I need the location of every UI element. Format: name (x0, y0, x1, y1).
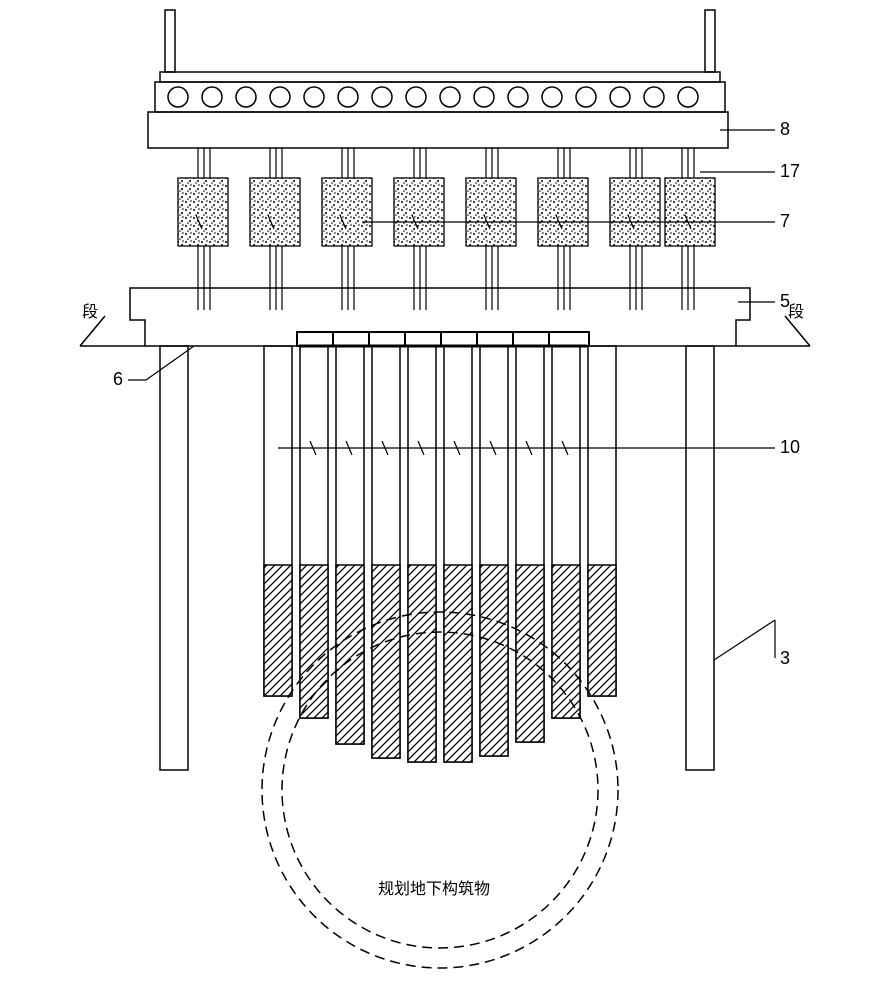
outer-piles (160, 346, 714, 770)
label-17: 17 (780, 161, 800, 182)
cap-beam (160, 72, 720, 82)
deck-beam (148, 112, 728, 148)
diagram-svg (0, 0, 890, 1000)
label-8: 8 (780, 119, 790, 140)
circle-row (155, 82, 725, 112)
label-6: 6 (113, 369, 123, 390)
bearing-platform (130, 288, 750, 346)
label-3: 3 (780, 648, 790, 669)
label-10: 10 (780, 437, 800, 458)
ground-label-left: 段 (82, 298, 98, 322)
parapets (165, 10, 715, 72)
inner-piles (264, 346, 616, 762)
label-7: 7 (780, 211, 790, 232)
stippled-blocks (178, 178, 715, 246)
ground-label-right: 段 (788, 298, 804, 322)
tunnel-label: 规划地下构筑物 (378, 875, 490, 899)
